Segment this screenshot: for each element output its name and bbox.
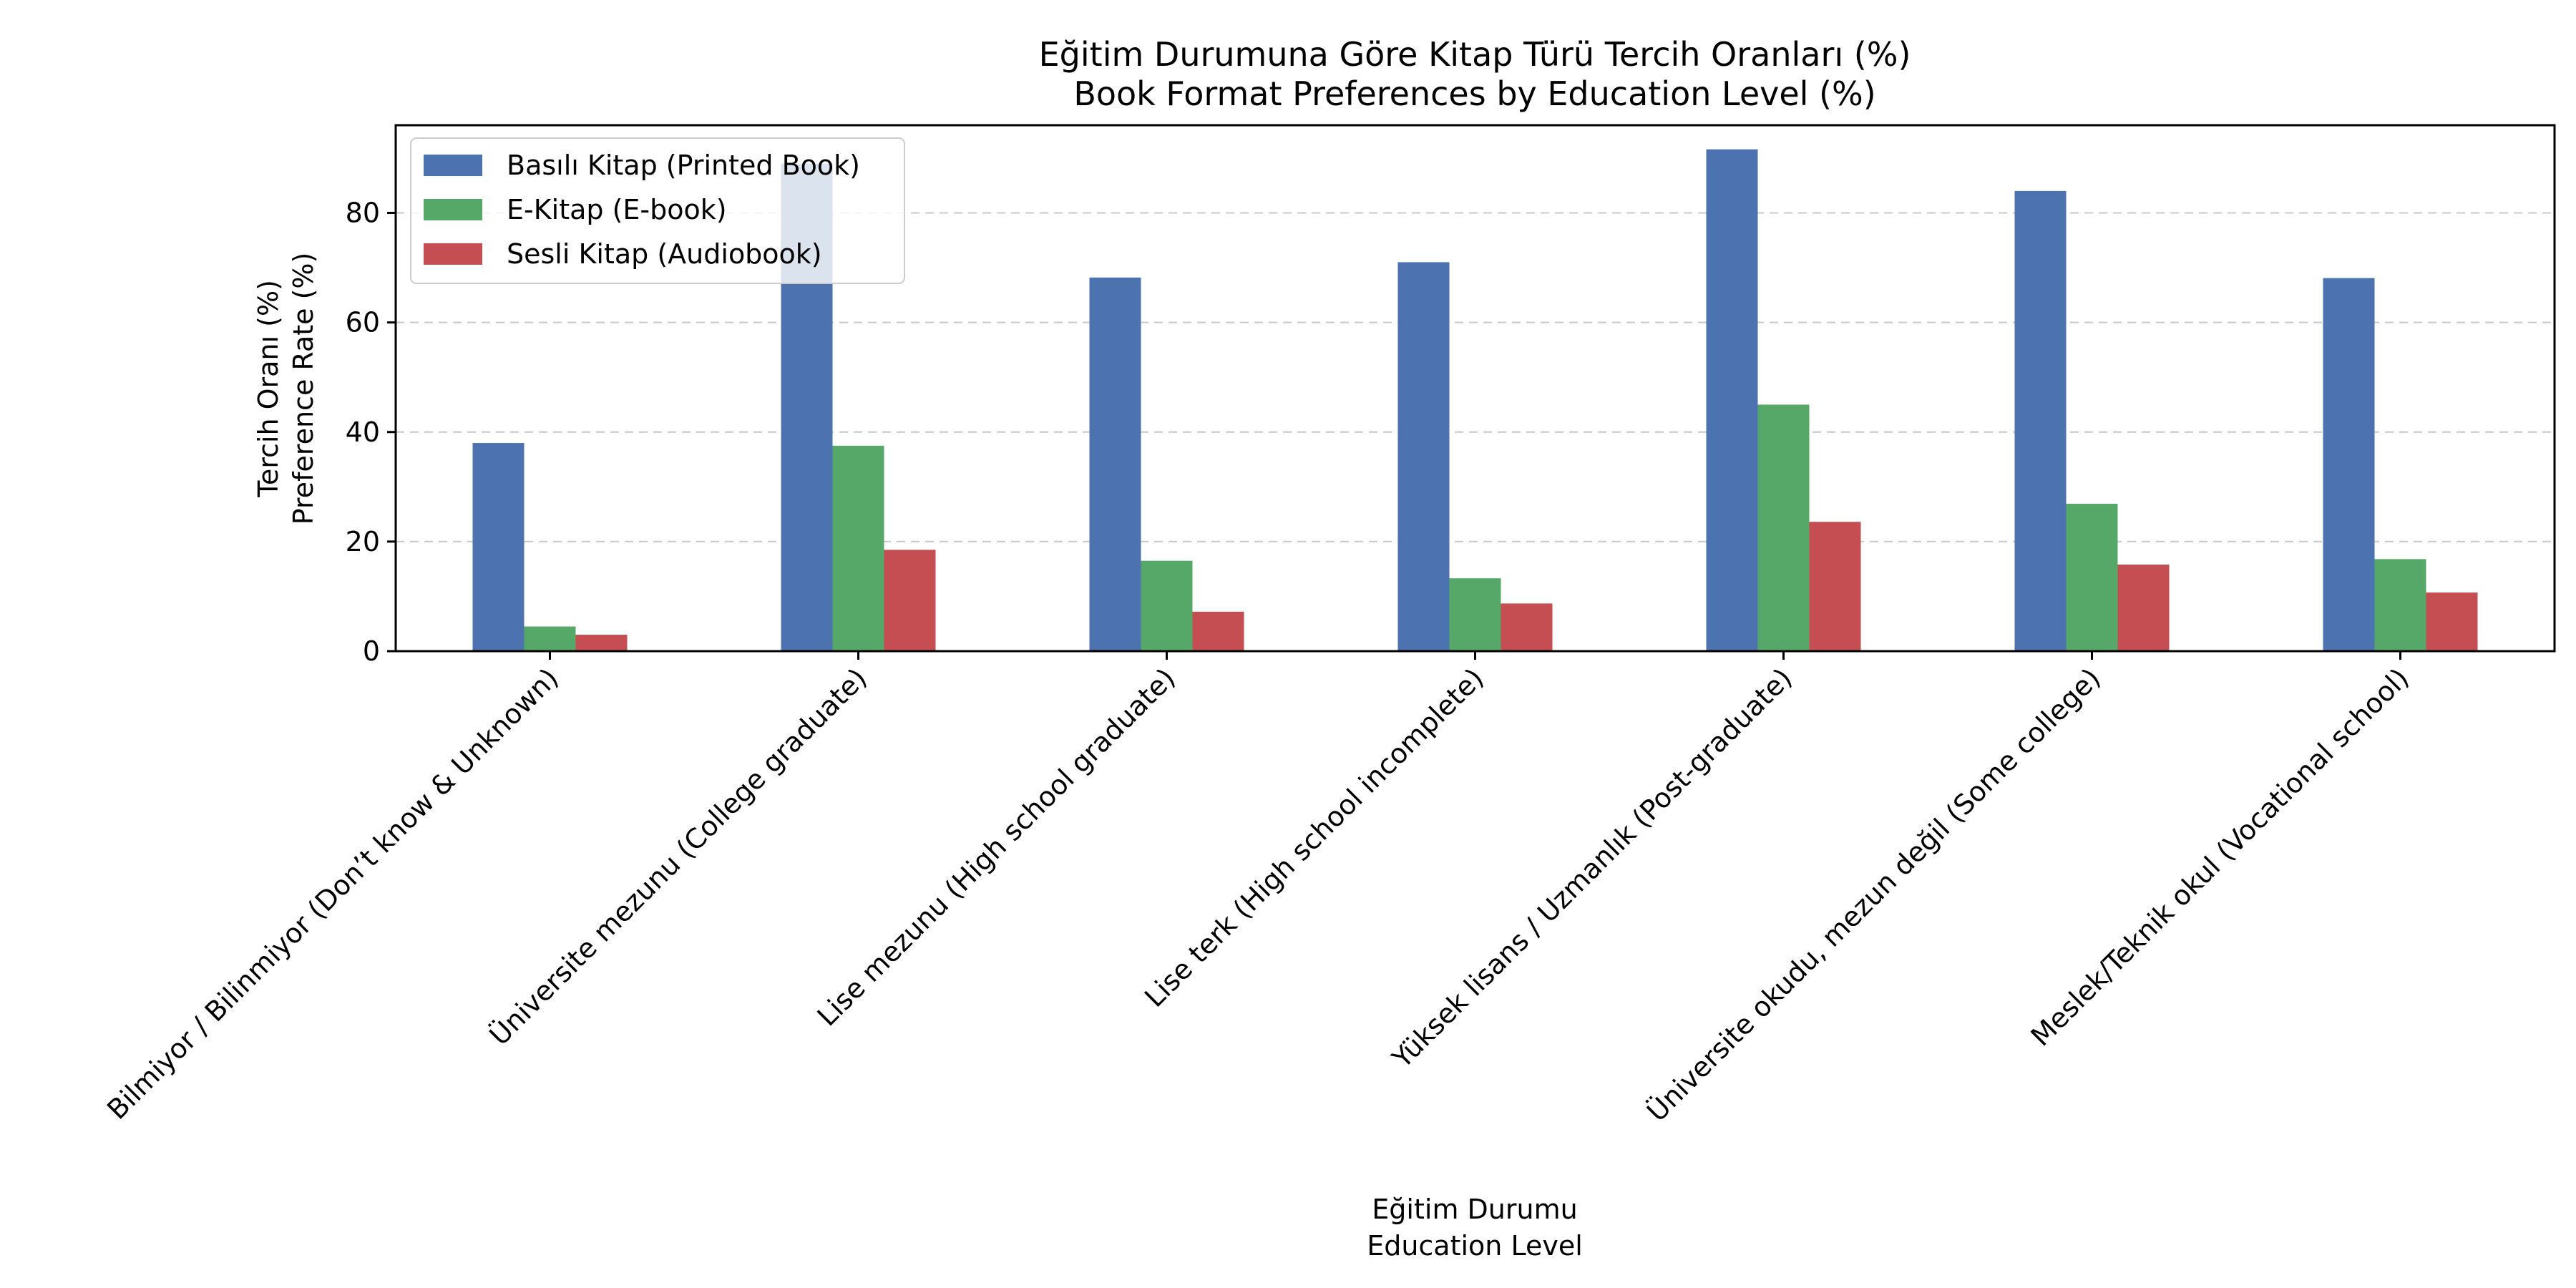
legend-box [410,137,905,284]
chart-title: Eğitim Durumuna Göre Kitap Türü Tercih O… [1039,35,1911,74]
legend-swatch [424,243,482,265]
y-tick-label: 20 [346,526,380,557]
bar-ebook [524,626,576,651]
bar-printed [2323,278,2375,651]
bar-printed [472,443,525,651]
bar-ebook [832,445,884,651]
x-axis-label: Eğitim Durumu [1372,1194,1577,1225]
bar-audiobook [884,550,936,651]
legend-label: E-Kitap (E-book) [507,194,727,225]
bar-audiobook [1501,603,1553,651]
bar-ebook [2066,504,2118,651]
bar-printed [1706,149,1758,651]
legend: Basılı Kitap (Printed Book) E-Kitap (E-bo… [410,137,905,284]
bar-audiobook [575,635,628,651]
y-tick-label: 60 [346,307,380,338]
x-tick-label: Lise terk (High school incomplete) [1138,662,1490,1013]
bar-ebook [1141,560,1193,651]
bar-printed [1397,262,1450,651]
bar-audiobook [1809,522,1861,651]
x-tick-label: Bilmiyor / Bilinmiyor (Don’t know & Unkn… [101,662,565,1126]
y-axis-label: Tercih Oranı (%) [253,280,284,498]
bar-printed [1089,277,1141,651]
bar-ebook [1449,578,1501,651]
y-tick-label: 80 [346,197,380,229]
y-axis-sublabel: Preference Rate (%) [288,253,319,525]
y-tick-label: 40 [346,416,380,448]
legend-swatch [424,155,482,176]
bars-layer [472,149,2478,651]
bar-audiobook [1192,611,1244,651]
legend-swatch [424,199,482,220]
bar-printed [2014,190,2067,651]
bar-audiobook [2117,565,2170,651]
bar-ebook [1757,404,1810,651]
legend-label: Sesli Kitap (Audiobook) [507,238,822,270]
bar-ebook [2374,559,2426,651]
y-axis-ticks: 0 20 40 60 80 [346,197,396,667]
x-axis-ticks: Bilmiyor / Bilinmiyor (Don’t know & Unkn… [101,651,2415,1128]
x-tick-label: Meslek/Teknik okul (Vocational school) [2025,662,2415,1052]
legend-label: Basılı Kitap (Printed Book) [507,150,860,181]
chart-subtitle: Book Format Preferences by Education Lev… [1073,74,1875,113]
x-tick-label: Üniversite mezunu (College graduate) [484,662,873,1051]
bar-audiobook [2426,592,2478,651]
x-tick-label: Lise mezunu (High school graduate) [811,662,1181,1032]
x-axis-sublabel: Education Level [1367,1230,1583,1262]
y-tick-label: 0 [363,635,380,667]
